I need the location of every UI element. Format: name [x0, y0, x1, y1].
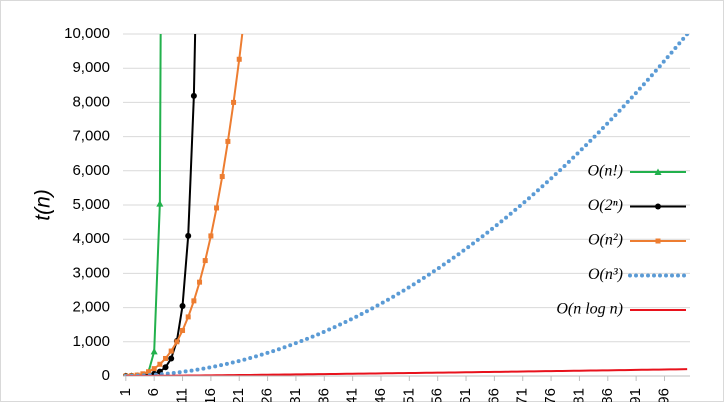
marker	[150, 347, 158, 355]
x-tick-label: 26	[259, 388, 276, 402]
marker	[168, 348, 174, 354]
marker	[162, 364, 169, 371]
marker	[191, 298, 197, 304]
y-tick-label: 3,000	[72, 264, 110, 281]
y-tick-label: 9,000	[72, 59, 110, 76]
marker	[168, 355, 175, 362]
plot-area	[123, 34, 690, 376]
marker	[146, 369, 152, 375]
y-tick-label: 10,000	[64, 25, 110, 42]
marker	[156, 200, 164, 207]
y-tick-label: 2,000	[72, 299, 110, 316]
x-tick-label: 86	[599, 388, 616, 402]
legend-marker	[655, 238, 661, 244]
legend-label: O(n log n)	[556, 301, 623, 318]
marker	[179, 302, 186, 309]
marker	[163, 355, 169, 361]
x-tick-label: 11	[174, 388, 191, 402]
x-tick-label: 66	[485, 388, 502, 402]
marker	[151, 366, 157, 372]
y-tick-label: 6,000	[72, 162, 110, 179]
marker	[208, 233, 214, 239]
y-tick-label: 1,000	[72, 333, 110, 350]
marker	[231, 99, 237, 105]
x-tick-label: 76	[542, 388, 559, 402]
legend-label: O(n³)	[588, 266, 623, 283]
marker	[214, 205, 220, 211]
legend: O(n!) O(2ⁿ) O(n²) O(n³) O(n log n)	[556, 163, 688, 318]
axes: 0 1,000 2,000 3,000 4,000 5,000 6,000 7,000 8,00…	[64, 25, 690, 402]
marker	[190, 92, 197, 99]
x-tick-label: 31	[287, 388, 304, 402]
x-tick-label: 61	[457, 388, 474, 402]
legend-marker	[655, 203, 661, 210]
x-tick-label: 96	[655, 388, 672, 402]
x-tick-label: 91	[627, 388, 644, 402]
marker	[185, 232, 192, 239]
marker	[225, 138, 231, 144]
y-tick-label: 0	[102, 367, 110, 384]
legend-label: O(n²)	[588, 232, 623, 249]
x-tick-label: 81	[570, 388, 587, 402]
x-tick-label: 41	[344, 388, 361, 402]
x-tick-label: 16	[202, 388, 219, 402]
x-tick-label: 21	[230, 388, 247, 402]
x-tick-label: 36	[315, 388, 332, 402]
y-axis-label: t(n)	[32, 189, 55, 221]
y-tick-label: 4,000	[72, 230, 110, 247]
x-tick-label: 51	[400, 388, 417, 402]
marker	[174, 339, 180, 345]
marker	[197, 279, 203, 285]
marker	[219, 174, 225, 180]
y-tick-label: 8,000	[72, 93, 110, 110]
legend-label: O(n!)	[587, 163, 623, 180]
series-line	[123, 34, 690, 376]
marker	[202, 258, 208, 264]
marker	[180, 327, 186, 333]
x-tick-label: 46	[372, 388, 389, 402]
y-tick-label: 5,000	[72, 196, 110, 213]
x-tick-label: 6	[145, 388, 162, 396]
x-tick-label: 56	[429, 388, 446, 402]
marker	[157, 361, 163, 367]
marker	[185, 314, 191, 320]
legend-marker	[654, 168, 662, 175]
x-tick-label: 1	[117, 388, 134, 396]
series-line	[125, 34, 244, 376]
x-tick-label: 71	[514, 388, 531, 402]
y-tick-label: 7,000	[72, 128, 110, 145]
legend-label: O(2ⁿ)	[588, 197, 623, 214]
marker	[236, 56, 242, 62]
series-line	[125, 368, 688, 376]
